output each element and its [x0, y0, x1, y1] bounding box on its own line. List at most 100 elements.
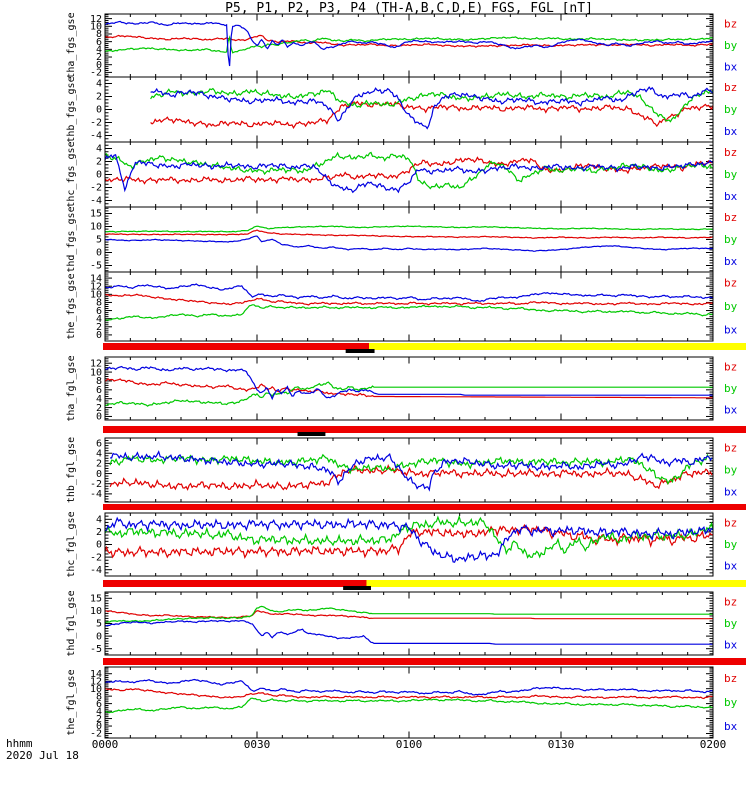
y-tick-label: -4 [90, 131, 102, 142]
axis-ticks [104, 207, 714, 272]
y-tick-label: 0 [96, 721, 102, 732]
x-tick-label: 0200 [700, 738, 727, 751]
y-tick-label: 4 [96, 45, 102, 56]
line-by [105, 225, 714, 233]
y-tick-label: -5 [90, 644, 102, 655]
line-bx [104, 235, 714, 252]
panel-ylabel: tha_fgl_gse [66, 355, 77, 421]
y-tick-label: -2 [90, 118, 102, 129]
y-tick-label: 6 [96, 306, 102, 317]
line-bz [104, 523, 714, 559]
panel-thd_fgs_gse: 15 10 5 0 -5 thd_fgs_gse bz by bx [66, 206, 738, 272]
line-bx [104, 20, 714, 67]
y-tick-label: 12 [90, 281, 102, 292]
y-tick-label: -5 [90, 261, 102, 272]
line-bz [104, 229, 714, 239]
y-tick-label: 0 [96, 469, 102, 480]
panel-ylabel: tha_fgs_gse [66, 12, 77, 78]
line-by [150, 87, 714, 123]
quality-bar-2 [103, 426, 746, 436]
quality-bar-segment [366, 580, 746, 587]
line-by [104, 605, 713, 624]
y-tick-label: -4 [90, 565, 102, 576]
series-label-by: by [724, 300, 738, 313]
y-tick-label: 12 [90, 676, 102, 687]
line-by [104, 35, 714, 54]
y-tick-label: 0 [96, 540, 102, 551]
y-tick-label: 12 [90, 14, 102, 25]
y-tick-label: 2 [96, 157, 102, 168]
axis-ticks [104, 592, 714, 655]
y-tick-label: 2 [96, 527, 102, 538]
line-bz [104, 688, 714, 700]
y-tick-label: 2 [96, 322, 102, 333]
series-label-by: by [724, 233, 738, 246]
y-tick-label: 0 [96, 60, 102, 71]
y-tick-label: 6 [96, 385, 102, 396]
series-label-bx: bx [724, 60, 738, 73]
y-tick-label: 8 [96, 298, 102, 309]
quality-bar-5 [103, 658, 746, 665]
quality-bar-segment [103, 426, 746, 433]
line-bx [104, 283, 714, 302]
panel-frame [104, 437, 714, 503]
y-tick-label: -4 [90, 489, 102, 500]
line-bz [109, 464, 713, 491]
y-tick-label: 8 [96, 29, 102, 40]
series-label-by: by [724, 696, 738, 709]
series-label-bz: bz [724, 517, 737, 530]
quality-bar-3 [103, 504, 746, 510]
series-label-by: by [724, 103, 738, 116]
line-by [109, 453, 713, 486]
panel-ylabel: thc_fgl_gse [66, 511, 77, 577]
series-label-bz: bz [724, 596, 737, 609]
line-bx [150, 86, 714, 130]
series-label-bz: bz [724, 18, 737, 31]
series-label-by: by [724, 617, 738, 630]
panel-ylabel: the_fgl_gse [66, 669, 77, 735]
panel-frame [104, 356, 714, 421]
y-tick-label: 15 [90, 209, 102, 220]
line-bz [150, 100, 714, 129]
panel-ylabel: the_fgs_gse [66, 273, 77, 339]
series-label-by: by [724, 382, 738, 395]
y-tick-label: 10 [90, 367, 102, 378]
series-label-by: by [724, 168, 738, 181]
y-tick-label: 4 [96, 394, 102, 405]
line-bz [104, 34, 714, 48]
series-label-by: by [724, 39, 738, 52]
series-label-bz: bz [724, 361, 737, 374]
x-tick-label: 0030 [244, 738, 271, 751]
series-label-bz: bz [724, 672, 737, 685]
y-tick-label: 10 [90, 684, 102, 695]
y-tick-label: 0 [96, 412, 102, 423]
quality-bar-black-mark [345, 349, 375, 353]
series-label-bx: bx [724, 190, 738, 203]
panel-ylabel: thb_fgs_gse [66, 76, 77, 142]
x-tick-label: 0000 [92, 738, 119, 751]
y-tick-label: 4 [96, 144, 102, 155]
line-bx [104, 619, 713, 645]
y-tick-label: 6 [96, 699, 102, 710]
series-label-bx: bx [724, 323, 738, 336]
series-label-bz: bz [724, 146, 737, 159]
y-tick-label: 6 [96, 438, 102, 449]
quality-bar-1 [103, 343, 746, 353]
y-tick-label: 0 [96, 105, 102, 116]
y-tick-label: 10 [90, 222, 102, 233]
axis-ticks [104, 271, 714, 342]
x-axis-labels: 0000 0030 0100 0130 0200 [92, 738, 727, 751]
quality-bar-segment [103, 343, 371, 350]
y-tick-label: 10 [90, 21, 102, 32]
panel-ylabel: thd_fgl_gse [66, 590, 77, 656]
series-label-bx: bx [724, 255, 738, 268]
panel-ylabel: thb_fgl_gse [66, 437, 77, 503]
line-bx [104, 516, 714, 563]
y-tick-label: 0 [96, 330, 102, 341]
y-tick-label: 4 [96, 448, 102, 459]
